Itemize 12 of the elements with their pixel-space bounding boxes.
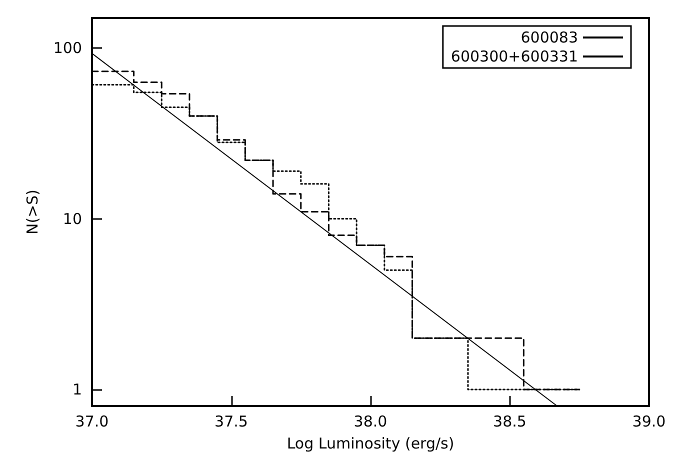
x-tick-label: 37.5	[214, 412, 248, 430]
y-tick-label: 1	[72, 380, 82, 398]
x-tick-label: 37.0	[75, 412, 109, 430]
y-axis-title: N(>S)	[24, 189, 42, 235]
x-tick-label: 38.0	[354, 412, 388, 430]
x-tick-label: 39.0	[632, 412, 666, 430]
x-axis-title: Log Luminosity (erg/s)	[286, 434, 454, 452]
y-tick-label: 10	[62, 210, 82, 228]
x-tick-label: 38.5	[493, 412, 526, 430]
legend-label: 600300+600331	[450, 48, 578, 66]
legend-label: 600083	[520, 28, 578, 46]
y-tick-label: 100	[53, 39, 82, 58]
